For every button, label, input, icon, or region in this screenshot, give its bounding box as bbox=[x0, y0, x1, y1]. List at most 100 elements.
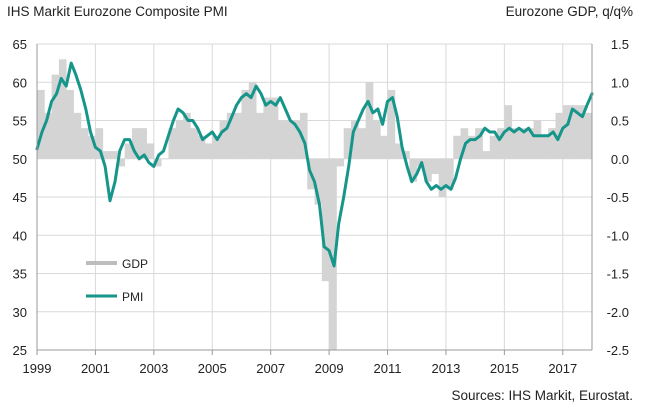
gdp-bar bbox=[343, 128, 352, 159]
gdp-bar bbox=[438, 158, 447, 197]
axes: 25 -2.5 30 -2.0 35 -1.5 40 -1.0 45 -0.5 50 0.0 55 0.5… bbox=[13, 37, 629, 376]
right-axis-title: Eurozone GDP, q/q% bbox=[505, 4, 633, 19]
gdp-bar bbox=[204, 143, 213, 159]
gdp-bar bbox=[37, 89, 45, 159]
right-tick-label: 0.0 bbox=[611, 152, 629, 167]
gdp-bar bbox=[445, 158, 454, 190]
left-tick-label: 55 bbox=[13, 114, 27, 129]
gdp-bar bbox=[453, 135, 461, 159]
gdp-bar bbox=[226, 112, 235, 159]
x-tick-label: 2011 bbox=[374, 361, 402, 376]
gdp-bar bbox=[197, 135, 206, 159]
right-tick-label: -1.5 bbox=[607, 267, 629, 282]
gdp-bar bbox=[562, 105, 571, 159]
legend-pmi-label: PMI bbox=[122, 290, 143, 304]
gdp-bar bbox=[365, 82, 374, 159]
gdp-bar bbox=[58, 59, 67, 159]
gdp-bar bbox=[131, 128, 140, 159]
gdp-bar bbox=[234, 112, 242, 159]
gdp-bar bbox=[219, 120, 228, 159]
gdp-bar bbox=[431, 158, 440, 175]
left-tick-label: 25 bbox=[13, 343, 27, 358]
left-tick-label: 40 bbox=[13, 228, 27, 243]
right-tick-label: -2.0 bbox=[607, 305, 629, 320]
gdp-bar bbox=[212, 135, 220, 159]
gdp-bar bbox=[584, 112, 593, 159]
pmi-line bbox=[35, 61, 594, 268]
gdp-bar bbox=[175, 120, 184, 159]
gdp-bar bbox=[511, 128, 520, 159]
gdp-bar bbox=[102, 151, 111, 159]
gdp-bar bbox=[146, 143, 155, 159]
right-tick-label: 0.5 bbox=[611, 114, 629, 129]
gdp-bar bbox=[394, 143, 403, 159]
gdp-bar bbox=[321, 158, 330, 282]
left-tick-label: 35 bbox=[13, 267, 27, 282]
source-note: Sources: IHS Markit, Eurostat. bbox=[451, 388, 633, 403]
x-tick-label: 2017 bbox=[548, 361, 577, 376]
gdp-bar bbox=[497, 128, 505, 159]
x-tick-label: 2015 bbox=[490, 361, 519, 376]
x-tick-label: 2005 bbox=[198, 361, 227, 376]
gdp-bar bbox=[95, 128, 104, 159]
gdp-bar bbox=[533, 120, 542, 159]
gdp-bar bbox=[161, 158, 169, 160]
gdp-bar bbox=[277, 120, 286, 159]
gdp-bar bbox=[387, 89, 396, 159]
gdp-bar bbox=[139, 128, 147, 159]
gdp-bar bbox=[548, 128, 556, 159]
gdp-bar bbox=[183, 112, 191, 159]
left-tick-label: 30 bbox=[13, 305, 27, 320]
gdp-bar bbox=[51, 74, 60, 159]
gdp-bar bbox=[540, 135, 549, 159]
x-tick-label: 2001 bbox=[81, 361, 110, 376]
gdp-bar bbox=[402, 151, 410, 159]
gdp-bar bbox=[44, 112, 53, 159]
gdp-bar bbox=[489, 135, 498, 159]
gdp-bar bbox=[467, 135, 476, 159]
gdp-bar bbox=[241, 89, 250, 159]
gdp-bar bbox=[336, 158, 345, 167]
gdp-bar bbox=[285, 120, 293, 159]
x-tick-label: 1999 bbox=[23, 361, 52, 376]
right-tick-label: -0.5 bbox=[607, 190, 629, 205]
gdp-bar bbox=[518, 128, 527, 159]
gdp-bar bbox=[299, 112, 308, 159]
gdp-bar bbox=[66, 89, 74, 159]
gdp-bar bbox=[270, 97, 279, 159]
gdp-bar bbox=[351, 120, 359, 159]
gdp-bar bbox=[358, 128, 367, 159]
gdp-bar bbox=[504, 105, 513, 159]
gdp-bar bbox=[329, 158, 337, 350]
gdp-bar bbox=[380, 135, 388, 159]
right-tick-label: -2.5 bbox=[607, 343, 629, 358]
x-tick-label: 2003 bbox=[139, 361, 168, 376]
gdp-bar bbox=[256, 112, 264, 159]
gdp-bar bbox=[577, 105, 586, 159]
gdp-bar bbox=[73, 112, 82, 159]
legend: GDP PMI bbox=[86, 257, 148, 304]
gdp-bar bbox=[314, 158, 323, 205]
gdp-bar bbox=[248, 82, 257, 159]
x-tick-label: 2007 bbox=[256, 361, 285, 376]
gdp-bar bbox=[482, 151, 491, 159]
gdp-bar bbox=[124, 143, 133, 159]
gdp-bar bbox=[168, 128, 177, 159]
gdp-bar bbox=[80, 128, 89, 159]
gdp-bar bbox=[526, 128, 534, 159]
gdp-bar bbox=[263, 97, 272, 159]
chart-title: IHS Markit Eurozone Composite PMI bbox=[7, 4, 228, 19]
gdp-bar bbox=[570, 105, 578, 159]
gdp-bar bbox=[292, 120, 301, 159]
gdp-bar bbox=[110, 151, 118, 159]
gdp-bar bbox=[153, 158, 162, 167]
right-tick-label: 1.5 bbox=[611, 37, 629, 52]
left-tick-label: 50 bbox=[13, 152, 27, 167]
left-tick-label: 60 bbox=[13, 75, 27, 90]
gdp-bar bbox=[117, 158, 126, 167]
gdp-bar bbox=[475, 128, 483, 159]
right-tick-label: 1.0 bbox=[611, 75, 629, 90]
gdp-bar bbox=[372, 120, 381, 159]
x-tick-label: 2009 bbox=[315, 361, 344, 376]
